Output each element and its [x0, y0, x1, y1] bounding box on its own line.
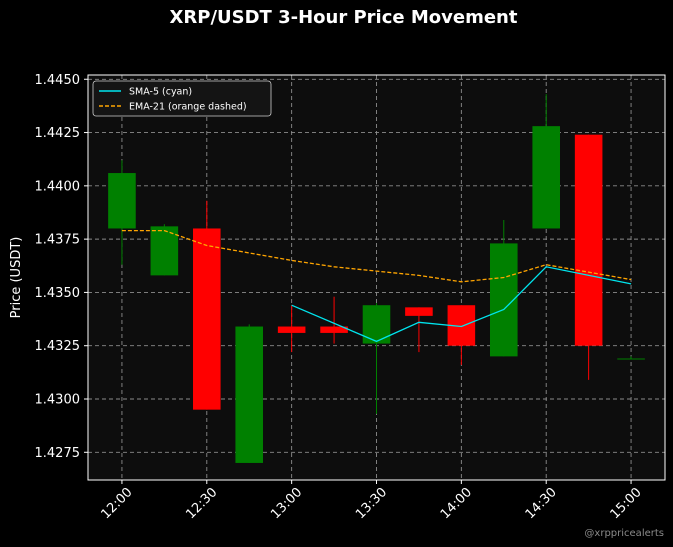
legend-box	[92, 80, 272, 117]
candle-body	[574, 134, 603, 346]
y-tick-label: 1.4350	[35, 286, 81, 301]
x-tick-label: 12:30	[183, 485, 220, 522]
candle	[193, 200, 221, 410]
y-tick-label: 1.4275	[35, 446, 81, 461]
x-tick-label: 15:00	[608, 485, 645, 522]
candle-body	[532, 126, 560, 229]
x-tick-label: 13:30	[353, 485, 390, 522]
y-tick-label: 1.4400	[35, 179, 81, 194]
legend-label: EMA-21 (orange dashed)	[129, 102, 247, 113]
x-tick-label: 14:00	[438, 485, 475, 522]
x-tick-label: 14:30	[523, 485, 560, 522]
legend: SMA-5 (cyan) EMA-21 (orange dashed)	[92, 80, 272, 117]
x-tick-label: 13:00	[268, 485, 305, 522]
ema-line	[121, 229, 632, 283]
y-tick-label: 1.4300	[35, 393, 81, 408]
candle-body	[320, 326, 348, 333]
indicator-lines	[121, 229, 632, 343]
candle-body	[235, 326, 264, 463]
y-axis-label: Price (USDT)	[9, 237, 24, 319]
watermark: @xrppricealerts	[584, 528, 664, 539]
candle	[405, 307, 433, 353]
candlesticks	[108, 94, 645, 463]
y-tick-label: 1.4325	[35, 339, 81, 354]
candle-body	[405, 307, 433, 316]
candle-body	[277, 326, 306, 333]
candle	[150, 224, 179, 276]
chart-title: XRP/USDT 3-Hour Price Movement	[169, 7, 518, 28]
y-tick-label: 1.4450	[35, 73, 81, 88]
y-tick-label: 1.4425	[35, 126, 81, 141]
candle-body	[617, 358, 645, 360]
candle-body	[108, 173, 136, 229]
candle-body	[150, 226, 179, 276]
candle	[108, 160, 136, 265]
sma-line	[291, 266, 632, 343]
plot-frame	[87, 74, 666, 481]
candle	[320, 296, 348, 344]
legend-label: SMA-5 (cyan)	[129, 87, 192, 98]
candle-body	[193, 228, 221, 410]
candle	[574, 134, 603, 380]
candle	[277, 305, 306, 353]
x-tick-label: 12:00	[98, 485, 135, 522]
candle	[617, 356, 645, 360]
candle	[532, 94, 560, 229]
candle	[235, 324, 264, 463]
y-tick-label: 1.4375	[35, 233, 81, 248]
